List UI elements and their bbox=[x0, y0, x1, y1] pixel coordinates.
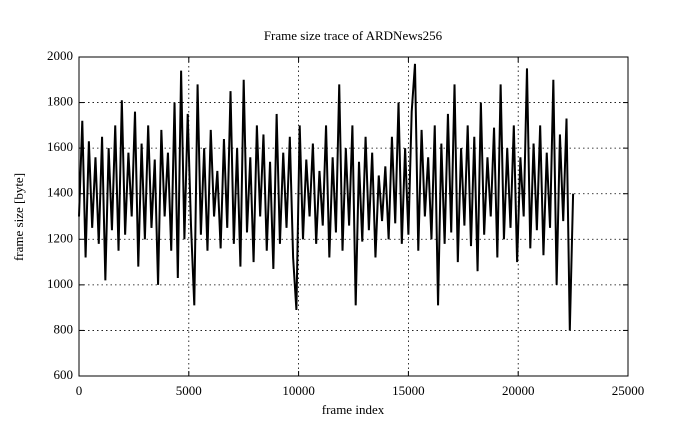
x-tick-label: 0 bbox=[76, 383, 83, 398]
y-tick-label: 800 bbox=[54, 321, 74, 336]
y-tick-label: 1600 bbox=[47, 139, 73, 154]
x-axis-label: frame index bbox=[322, 402, 385, 417]
x-tick-label: 15000 bbox=[392, 383, 425, 398]
y-tick-label: 600 bbox=[54, 367, 74, 382]
chart-title: Frame size trace of ARDNews256 bbox=[264, 28, 443, 43]
line-series bbox=[78, 63, 575, 331]
plot-frame bbox=[78, 56, 629, 377]
x-tick-label: 5000 bbox=[176, 383, 202, 398]
y-tick-label: 1200 bbox=[47, 230, 73, 245]
x-tick-label: 25000 bbox=[612, 383, 645, 398]
y-tick-label: 2000 bbox=[47, 48, 73, 63]
y-tick-label: 1400 bbox=[47, 185, 73, 200]
y-axis-label: frame size [byte] bbox=[11, 173, 26, 261]
y-tick-label: 1000 bbox=[47, 276, 73, 291]
x-tick-label: 10000 bbox=[282, 383, 315, 398]
x-tick-label: 20000 bbox=[502, 383, 535, 398]
y-tick-label: 1800 bbox=[47, 94, 73, 109]
